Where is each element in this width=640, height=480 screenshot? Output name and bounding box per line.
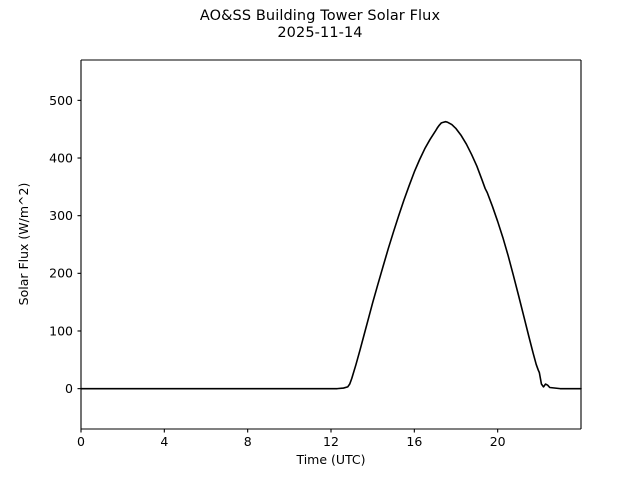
y-tick-label: 100 [49, 323, 73, 338]
x-tick-label: 16 [406, 434, 422, 449]
x-tick-label: 4 [160, 434, 168, 449]
y-tick-label: 500 [49, 93, 73, 108]
x-tick-label: 0 [77, 434, 85, 449]
y-axis-ticks: 0 100 200 300 400 500 [49, 93, 81, 396]
data-series-solar-flux [80, 120, 582, 390]
chart-title-line-1: AO&SS Building Tower Solar Flux [199, 8, 441, 24]
y-tick-label: 0 [65, 381, 73, 396]
x-tick-label: 8 [244, 434, 252, 449]
chart-title-line-2: 2025-11-14 [277, 25, 363, 42]
y-tick-label: 200 [49, 266, 73, 281]
x-tick-label: 12 [323, 434, 339, 449]
x-tick-label: 20 [490, 434, 506, 449]
plot-area-background [81, 60, 581, 429]
chart-title: AO&SS Building Tower Solar Flux 2025-11-… [0, 8, 640, 42]
y-tick-label: 300 [49, 208, 73, 223]
y-axis-label: Solar Flux (W/m^2) [16, 183, 31, 306]
x-axis-ticks: 0 4 8 12 16 20 [77, 429, 506, 449]
y-tick-label: 400 [49, 150, 73, 165]
x-axis-label: Time (UTC) [295, 452, 365, 467]
